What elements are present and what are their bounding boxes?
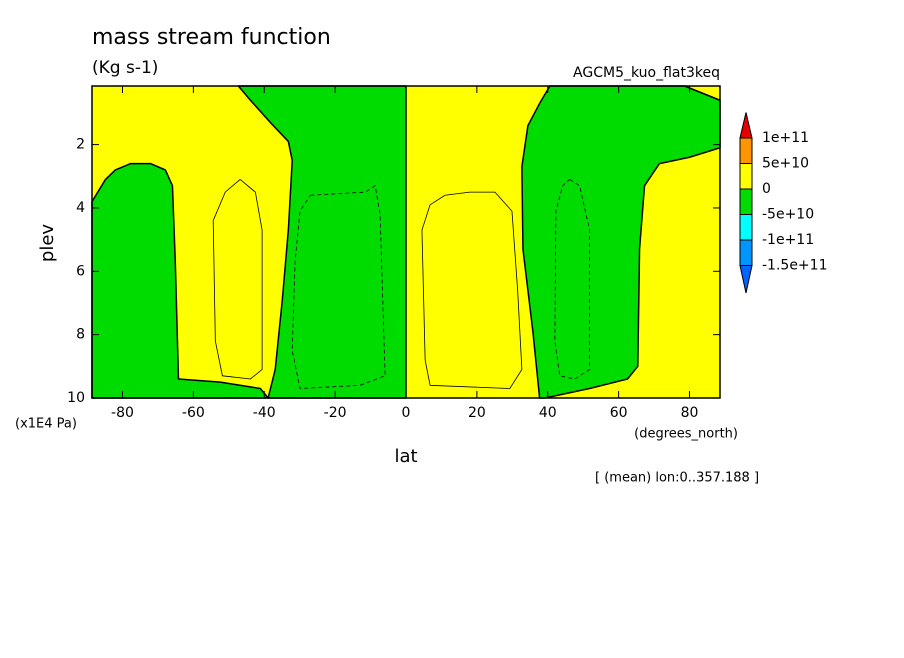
contour-region <box>91 162 269 399</box>
run-name: AGCM5_kuo_flat3keq <box>573 65 720 81</box>
colorbar-label: -1e+11 <box>762 232 814 248</box>
chart-title: mass stream function <box>92 25 331 50</box>
colorbar-label: -5e+10 <box>762 207 814 223</box>
y-tick-label: 4 <box>76 200 85 216</box>
contour-region <box>237 85 407 399</box>
colorbar-label: 1e+11 <box>762 130 809 146</box>
y-axis-unit: (x1E4 Pa) <box>15 417 77 432</box>
x-tick-label: -20 <box>324 405 347 421</box>
contour-line <box>212 179 263 380</box>
x-tick-label: 40 <box>539 405 557 421</box>
y-tick-label: 2 <box>76 137 85 153</box>
y-tick-label: 10 <box>67 390 85 406</box>
colorbar-label: 0 <box>762 181 771 197</box>
x-tick-label: 0 <box>402 405 411 421</box>
footnote: [ (mean) lon:0..357.188 ] <box>595 471 759 486</box>
colorbar-segment <box>739 188 753 215</box>
colorbar-segment <box>739 137 753 164</box>
contour-line <box>421 191 523 389</box>
colorbar-triangle <box>739 112 753 139</box>
contour-line <box>554 179 590 380</box>
y-tick-label: 6 <box>76 263 85 279</box>
x-tick-label: -60 <box>182 405 205 421</box>
x-tick-label: -40 <box>253 405 276 421</box>
x-axis-label: lat <box>394 446 417 467</box>
y-axis-label: plev <box>37 224 58 263</box>
y-tick-label: 8 <box>76 327 85 343</box>
colorbar-segment <box>739 214 753 241</box>
x-tick-label: 20 <box>468 405 486 421</box>
chart-subtitle: (Kg s-1) <box>92 58 158 78</box>
colorbar-triangle <box>739 265 753 294</box>
colorbar-label: 5e+10 <box>762 156 809 172</box>
colorbar-label: -1.5e+11 <box>762 258 827 274</box>
x-tick-label: 60 <box>610 405 628 421</box>
colorbar-segment <box>739 239 753 266</box>
x-tick-label: 80 <box>681 405 699 421</box>
x-axis-unit: (degrees_north) <box>634 427 738 442</box>
colorbar-segment <box>739 163 753 190</box>
x-tick-label: -80 <box>111 405 134 421</box>
